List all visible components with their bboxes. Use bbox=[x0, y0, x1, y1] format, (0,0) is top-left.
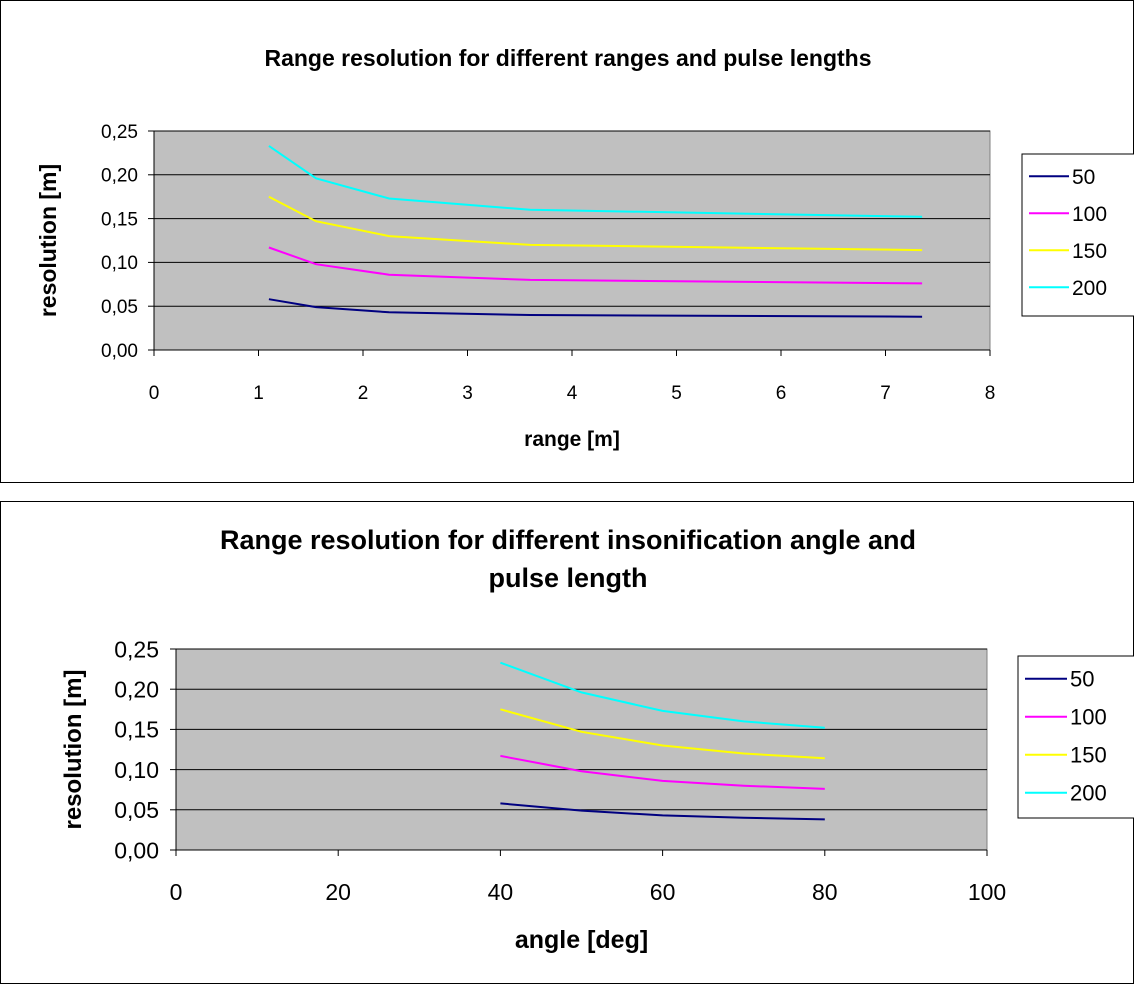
y-tick-label: 0,00 bbox=[114, 837, 159, 863]
x-axis-label: range [m] bbox=[524, 428, 620, 451]
chart-title: Range resolution for different insonific… bbox=[220, 525, 916, 593]
x-tick-label: 7 bbox=[880, 383, 891, 404]
chart-range-resolution-vs-angle: Range resolution for different insonific… bbox=[0, 501, 1134, 984]
legend-box bbox=[1021, 153, 1134, 317]
legend-label: 100 bbox=[1072, 203, 1107, 226]
plot-area bbox=[153, 130, 991, 351]
legend-box bbox=[1017, 655, 1134, 819]
series-line-200 bbox=[268, 145, 923, 218]
y-tick-label: 0,25 bbox=[101, 122, 138, 143]
chart-title-line: Range resolution for different insonific… bbox=[220, 525, 916, 555]
y-axis-label: resolution [m] bbox=[60, 670, 87, 830]
chart-title: Range resolution for different ranges an… bbox=[264, 45, 871, 71]
series-line-50 bbox=[500, 802, 825, 821]
series-line-200 bbox=[500, 661, 825, 729]
y-tick-label: 0,00 bbox=[101, 341, 138, 362]
chart-range-resolution-vs-range: Range resolution for different ranges an… bbox=[0, 0, 1134, 483]
x-tick-label: 6 bbox=[776, 383, 787, 404]
y-tick-label: 0,05 bbox=[101, 297, 138, 318]
y-tick-label: 0,05 bbox=[114, 797, 159, 823]
y-tick-label: 0,25 bbox=[114, 636, 159, 662]
legend-label: 200 bbox=[1070, 781, 1107, 806]
y-tick-label: 0,20 bbox=[101, 166, 138, 187]
series-line-50 bbox=[268, 298, 923, 318]
x-tick-label: 1 bbox=[253, 383, 264, 404]
y-tick-label: 0,10 bbox=[114, 757, 159, 783]
x-tick-label: 0 bbox=[170, 879, 183, 905]
y-tick-label: 0,20 bbox=[114, 676, 159, 702]
x-tick-label: 100 bbox=[968, 879, 1006, 905]
y-tick-label: 0,15 bbox=[101, 209, 138, 230]
chart-svg: Range resolution for different ranges an… bbox=[35, 45, 1134, 451]
series-line-100 bbox=[500, 754, 825, 790]
y-tick-label: 0,10 bbox=[101, 253, 138, 274]
series-line-100 bbox=[268, 246, 923, 285]
x-tick-label: 0 bbox=[149, 383, 160, 404]
legend-label: 50 bbox=[1072, 166, 1095, 189]
series-line-150 bbox=[500, 708, 825, 760]
plot-area bbox=[175, 648, 988, 851]
x-axis-label: angle [deg] bbox=[515, 926, 648, 954]
x-tick-label: 5 bbox=[671, 383, 682, 404]
chart-title-line: pulse length bbox=[488, 563, 647, 593]
legend-label: 200 bbox=[1072, 277, 1107, 300]
x-tick-label: 60 bbox=[650, 879, 676, 905]
x-tick-label: 4 bbox=[567, 383, 578, 404]
series-line-150 bbox=[268, 195, 923, 252]
x-tick-label: 2 bbox=[358, 383, 369, 404]
y-axis-label: resolution [m] bbox=[35, 164, 61, 317]
chart-svg: Range resolution for different insonific… bbox=[60, 525, 1134, 954]
x-tick-label: 20 bbox=[325, 879, 351, 905]
legend-label: 150 bbox=[1070, 743, 1107, 768]
x-tick-label: 8 bbox=[985, 383, 996, 404]
x-tick-label: 40 bbox=[488, 879, 514, 905]
x-tick-label: 80 bbox=[812, 879, 838, 905]
legend-label: 100 bbox=[1070, 705, 1107, 730]
x-tick-label: 3 bbox=[462, 383, 473, 404]
legend-label: 50 bbox=[1070, 667, 1094, 692]
legend-label: 150 bbox=[1072, 240, 1107, 263]
y-tick-label: 0,15 bbox=[114, 717, 159, 743]
